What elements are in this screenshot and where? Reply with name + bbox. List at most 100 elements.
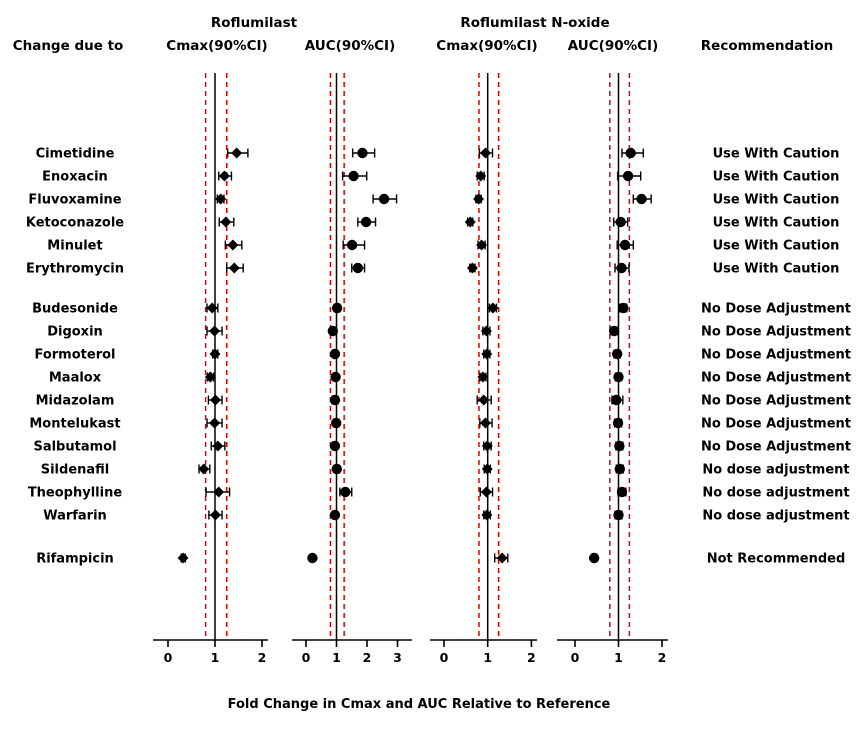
point-marker-diamond [209,348,221,360]
point-marker-circle [622,170,634,182]
point-marker-diamond [209,417,221,429]
col-header-auc-n-oxide: AUC(90%CI) [568,38,659,54]
drug-label: Minulet [47,239,102,254]
x-axis-tick-label: 2 [658,650,667,665]
drug-label: Maalox [49,371,102,386]
point-marker-circle [331,463,343,475]
point-marker-diamond [480,325,492,337]
point-marker-circle [612,417,624,429]
point-marker-diamond [231,147,243,159]
point-marker-circle [611,348,623,360]
recommendation-label: Use With Caution [713,262,840,277]
point-marker-circle [327,325,339,337]
point-marker-circle [340,486,351,498]
point-marker-circle [378,193,390,205]
recommendation-label: No dose adjustment [702,509,849,524]
recommendation-label: No Dose Adjustment [701,302,851,317]
point-marker-diamond [473,193,485,205]
point-marker-circle [613,371,624,383]
point-marker-circle [611,394,622,406]
point-marker-diamond [496,552,508,564]
point-marker-diamond [212,440,224,452]
point-marker-diamond [215,193,227,205]
point-marker-diamond [464,216,476,228]
point-marker-diamond [476,239,488,251]
point-marker-circle [608,325,620,337]
point-marker-diamond [481,348,493,360]
point-marker-circle [357,147,368,159]
point-marker-diamond [480,486,492,498]
point-marker-circle [625,147,636,159]
drug-label: Warfarin [43,509,107,524]
point-marker-diamond [480,417,492,429]
point-marker-circle [614,463,626,475]
point-marker-diamond [198,463,210,475]
point-marker-diamond [481,509,493,521]
point-marker-circle [613,509,624,521]
point-marker-diamond [228,262,240,274]
point-marker-circle [329,440,341,452]
drug-label: Formoterol [34,348,115,363]
col-header-change-due-to: Change due to [13,38,124,54]
point-marker-diamond [220,216,232,228]
drug-label: Salbutamol [33,440,116,455]
recommendation-label: No dose adjustment [702,486,849,501]
recommendation-label: Use With Caution [713,216,840,231]
recommendation-label: No Dose Adjustment [701,348,851,363]
point-marker-circle [330,417,342,429]
x-axis-tick-label: 2 [258,650,267,665]
recommendation-label: No Dose Adjustment [701,440,851,455]
point-marker-circle [636,193,647,205]
point-marker-circle [619,239,631,251]
point-marker-diamond [478,394,490,406]
point-marker-circle [616,486,628,498]
x-axis-tick-label: 1 [614,650,623,665]
group-header-roflumilast: Roflumilast [211,15,298,31]
point-marker-diamond [177,552,189,564]
point-marker-diamond [213,486,225,498]
drug-label: Erythromycin [26,262,124,277]
point-marker-circle [615,216,626,228]
drug-label: Montelukast [29,417,120,432]
drug-label: Budesonide [32,302,118,317]
recommendation-label: No Dose Adjustment [701,325,851,340]
point-marker-diamond [209,509,221,521]
point-marker-diamond [218,170,230,182]
recommendation-label: Not Recommended [707,552,846,567]
recommendation-label: Use With Caution [713,147,840,162]
col-header-cmax-n-oxide: Cmax(90%CI) [436,38,537,54]
drug-label: Cimetidine [36,147,115,162]
x-axis-title: Fold Change in Cmax and AUC Relative to … [228,697,611,712]
point-marker-diamond [481,440,493,452]
x-axis-tick-label: 0 [440,650,449,665]
point-marker-circle [307,552,318,564]
point-marker-diamond [206,302,218,314]
group-header-roflumilast-n-oxide: Roflumilast N-oxide [460,15,609,31]
x-axis-tick-label: 1 [483,650,492,665]
point-marker-circle [616,262,627,274]
x-axis-tick-label: 3 [393,650,402,665]
point-marker-circle [614,440,625,452]
point-marker-circle [348,170,359,182]
col-header-cmax-roflumilast: Cmax(90%CI) [166,38,267,54]
point-marker-diamond [204,371,216,383]
point-marker-diamond [466,262,478,274]
x-axis-tick-label: 2 [363,650,372,665]
point-marker-diamond [209,394,221,406]
drug-label: Ketoconazole [26,216,124,231]
recommendation-label: Use With Caution [713,239,840,254]
recommendation-label: No dose adjustment [702,463,849,478]
recommendation-label: No Dose Adjustment [701,394,851,409]
drug-label: Theophylline [28,486,123,501]
point-marker-diamond [480,147,492,159]
point-marker-circle [346,239,358,251]
point-marker-diamond [209,325,221,337]
point-marker-diamond [477,371,489,383]
point-marker-diamond [481,463,493,475]
point-marker-circle [329,509,341,521]
x-axis-tick-label: 2 [527,650,536,665]
point-marker-circle [588,552,600,564]
recommendation-label: No Dose Adjustment [701,371,851,386]
